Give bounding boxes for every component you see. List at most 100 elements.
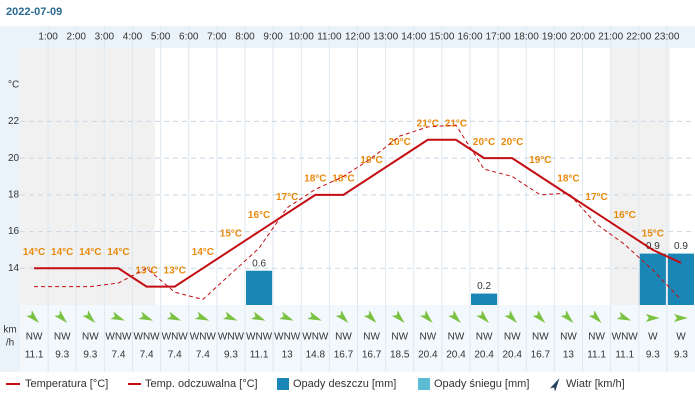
wind-direction: WNW [162,332,189,343]
wind-arrow [279,311,294,321]
hour-label: 22:00 [626,32,651,43]
temperature-line [34,138,682,288]
precip-label: 0.2 [477,281,491,292]
wind-direction: NW [504,332,521,343]
precip-label: 0.9 [674,241,688,252]
wind-arrow [504,310,518,323]
wind-unit: /h [6,338,14,349]
wind-arrow [588,310,602,323]
wind-arrow [54,310,68,323]
wind-arrow [26,310,40,323]
wind-speed: 18.5 [390,350,410,361]
wind-speed: 11.1 [587,350,606,361]
temperature-label: 14°C [79,247,101,258]
hour-label: 7:00 [207,32,227,43]
wind-direction: NW [363,332,380,343]
temperature-label: 20°C [473,137,495,148]
legend-label: Wiatr [km/h] [566,378,625,390]
hour-label: 9:00 [263,32,283,43]
wind-speed: 9.3 [674,350,688,361]
hour-label: 2:00 [67,32,87,43]
hour-label: 14:00 [401,32,426,43]
hour-label: 16:00 [457,32,482,43]
temperature-label: 15°C [642,229,664,240]
wind-arrow [222,311,238,321]
wind-speed: 7.4 [140,350,154,361]
temperature-label: 14°C [23,247,45,258]
hour-label: 19:00 [542,32,567,43]
wind-speed: 9.3 [83,350,97,361]
legend-label: Temp. odczuwalna [°C] [145,378,258,390]
wind-direction: NW [560,332,577,343]
temperature-label: 18°C [332,173,354,184]
temperature-label: 17°C [276,192,298,203]
hour-label: 5:00 [151,32,171,43]
temperature-label: 14°C [51,247,73,258]
wind-direction: NW [54,332,71,343]
wind-arrow [194,311,210,321]
wind-direction: NW [476,332,493,343]
wind-direction: WNW [246,332,273,343]
wind-arrow [645,314,660,322]
precip-label: 0.9 [646,241,660,252]
hour-label: 6:00 [179,32,199,43]
hour-label: 3:00 [95,32,115,43]
temperature-label: 19°C [529,155,551,166]
wind-speed: 16.7 [362,350,382,361]
legend-label: Opady deszczu [mm] [293,378,396,390]
legend: Temperatura [°C] Temp. odczuwalna [°C] O… [6,378,625,392]
hour-label: 11:00 [317,32,342,43]
y-tick-label: 16 [8,226,20,237]
wind-arrow [391,310,405,323]
temperature-label: 13°C [135,265,157,276]
temperature-label: 14°C [192,247,214,258]
wind-speed: 20.4 [418,350,438,361]
wind-arrow [110,311,125,321]
wind-direction: NW [26,332,43,343]
wind-speed: 20.4 [474,350,494,361]
wind-speed: 7.4 [168,350,182,361]
wind-direction: W [648,332,658,343]
temperature-label: 20°C [389,137,411,148]
wind-direction: WNW [612,332,639,343]
wind-direction: WNW [105,332,132,343]
wind-arrow [420,310,433,323]
precip-bar [246,270,273,305]
wind-arrow [82,310,96,323]
temperature-label: 18°C [304,173,326,184]
hour-label: 8:00 [235,32,255,43]
hour-label: 23:00 [654,32,679,43]
wind-arrow [138,311,154,321]
wind-direction: NW [532,332,549,343]
hour-label: 17:00 [486,32,511,43]
wind-speed: 11.1 [25,350,44,361]
wind-direction: NW [82,332,99,343]
hour-label: 4:00 [123,32,143,43]
wind-arrow [166,311,182,321]
y-tick-label: 14 [8,263,20,274]
wind-direction: NW [391,332,408,343]
temperature-label: 16°C [614,210,636,221]
wind-direction: WNW [190,332,217,343]
wind-arrow [307,311,322,321]
wind-speed: 20.4 [446,350,466,361]
wind-speed: 13 [563,350,575,361]
wind-speed: 13 [282,350,294,361]
wind-arrow [673,314,688,322]
wind-direction: W [676,332,686,343]
wind-arrow [532,310,546,323]
wind-speed: 9.3 [646,350,660,361]
temperature-label: 13°C [164,265,186,276]
wind-speed: 16.7 [334,350,354,361]
wind-speed: 7.4 [111,350,125,361]
precip-label: 0.6 [252,258,266,269]
wind-unit: km [3,325,16,336]
temperature-label: 21°C [445,118,467,129]
legend-label: Temperatura [°C] [25,378,108,390]
wind-direction: NW [448,332,465,343]
wind-speed: 16.7 [531,350,551,361]
y-unit: °C [8,80,19,91]
wind-speed: 14.8 [306,350,326,361]
temperature-label: 14°C [107,247,129,258]
wind-arrow [616,311,632,321]
